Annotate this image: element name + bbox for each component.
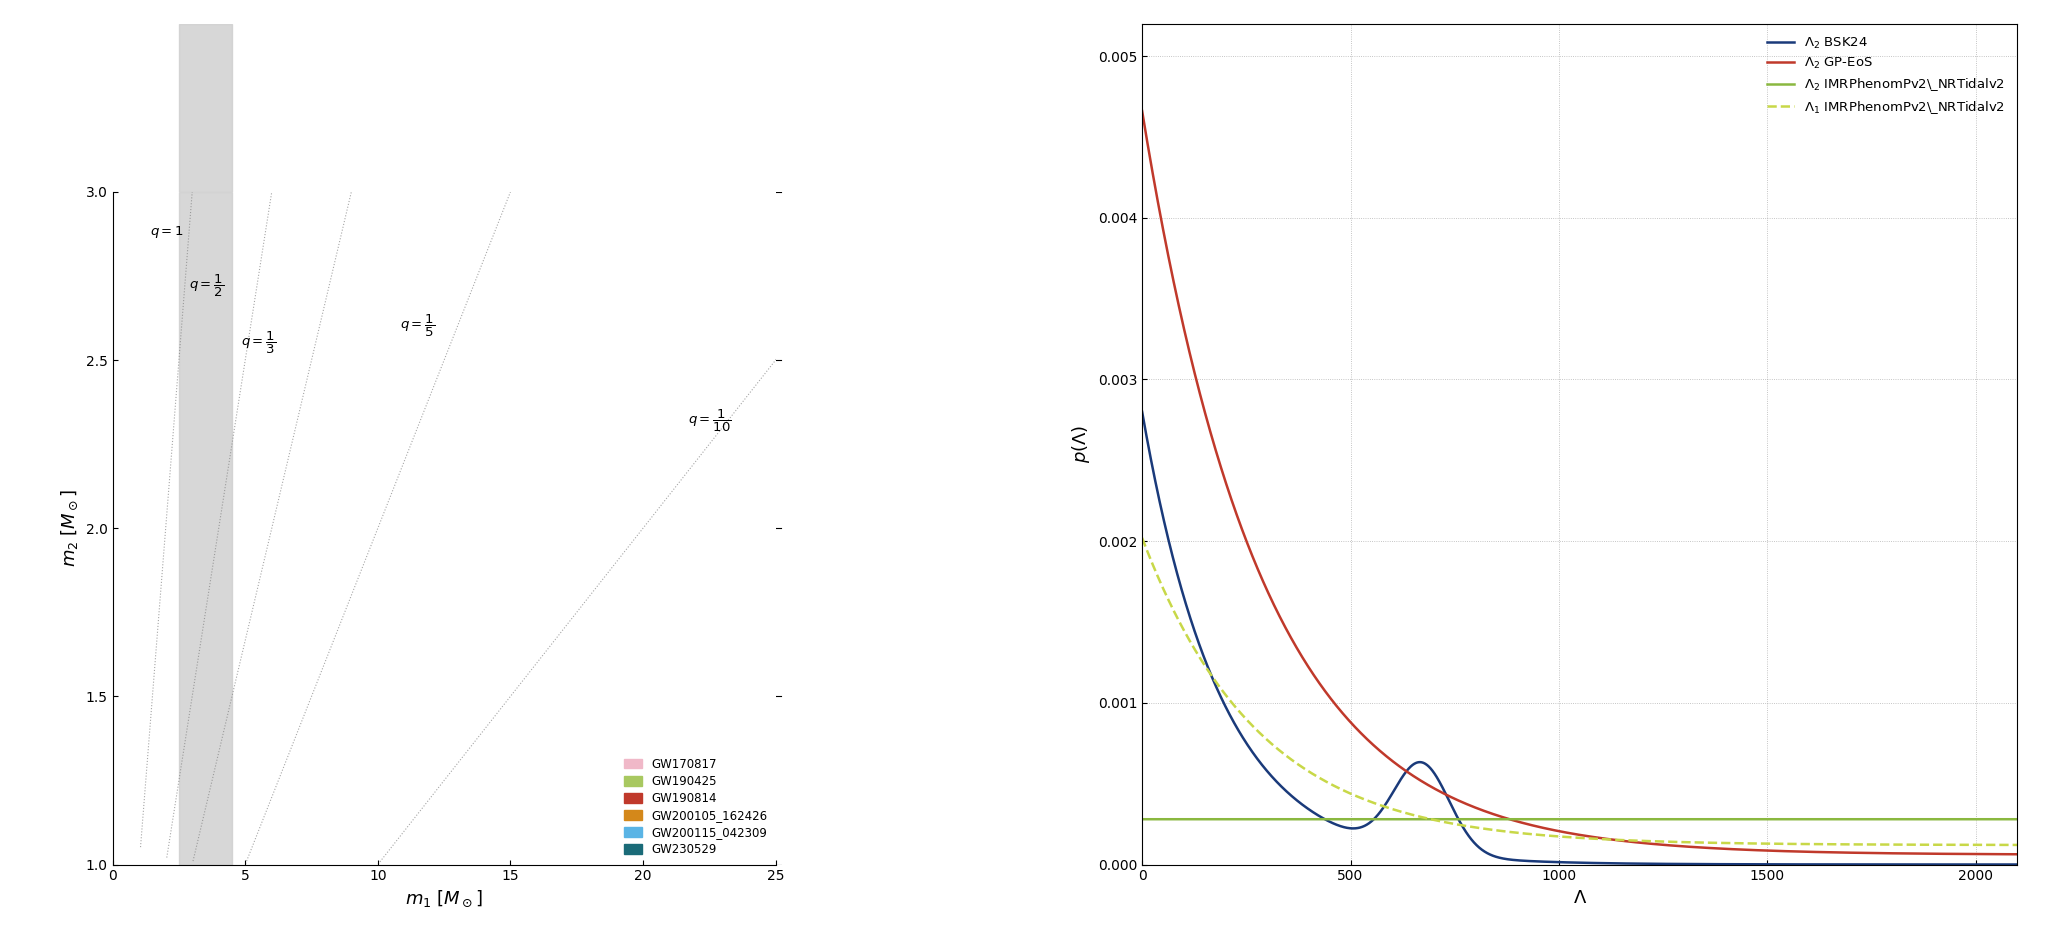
Text: $q = 1$: $q = 1$ bbox=[150, 224, 184, 240]
$\Lambda_2$ GP-EoS bbox=[1174, 335, 1198, 347]
$\Lambda_2$ BSK24 bbox=[1532, 856, 1556, 867]
$\Lambda_1$ IMRPhenomPv2\_NRTidalv2 bbox=[1174, 630, 1198, 641]
Text: $q = \dfrac{1}{10}$: $q = \dfrac{1}{10}$ bbox=[688, 408, 731, 433]
Y-axis label: $p(\Lambda)$: $p(\Lambda)$ bbox=[1071, 425, 1092, 464]
$\Lambda_1$ IMRPhenomPv2\_NRTidalv2 bbox=[1130, 532, 1155, 543]
$\Lambda_2$ GP-EoS bbox=[2005, 848, 2030, 860]
Text: $q = \dfrac{1}{5}$: $q = \dfrac{1}{5}$ bbox=[399, 314, 434, 339]
$\Lambda_2$ IMRPhenomPv2\_NRTidalv2 bbox=[1130, 813, 1155, 825]
Legend: $\Lambda_2$ BSK24, $\Lambda_2$ GP-EoS, $\Lambda_2$ IMRPhenomPv2\_NRTidalv2, $\La: $\Lambda_2$ BSK24, $\Lambda_2$ GP-EoS, $… bbox=[1761, 30, 2011, 121]
$\Lambda_1$ IMRPhenomPv2\_NRTidalv2 bbox=[1980, 839, 2005, 850]
$\Lambda_1$ IMRPhenomPv2\_NRTidalv2 bbox=[2005, 839, 2030, 850]
$\Lambda_1$ IMRPhenomPv2\_NRTidalv2 bbox=[1978, 839, 2003, 850]
Line: $\Lambda_1$ IMRPhenomPv2\_NRTidalv2: $\Lambda_1$ IMRPhenomPv2\_NRTidalv2 bbox=[1143, 538, 2017, 845]
$\Lambda_2$ GP-EoS bbox=[1819, 846, 1843, 858]
$\Lambda_2$ BSK24 bbox=[1130, 406, 1155, 417]
Bar bbox=[178, 24, 231, 192]
$\Lambda_2$ IMRPhenomPv2\_NRTidalv2 bbox=[2005, 813, 2030, 825]
$\Lambda_2$ GP-EoS bbox=[1980, 848, 2005, 860]
Line: $\Lambda_2$ GP-EoS: $\Lambda_2$ GP-EoS bbox=[1143, 111, 2017, 854]
$\Lambda_2$ GP-EoS bbox=[1532, 823, 1556, 834]
$\Lambda_2$ BSK24 bbox=[2005, 859, 2030, 870]
$\Lambda_2$ GP-EoS bbox=[1978, 848, 2003, 860]
$\Lambda_1$ IMRPhenomPv2\_NRTidalv2 bbox=[1819, 839, 1843, 850]
Text: $q = \dfrac{1}{3}$: $q = \dfrac{1}{3}$ bbox=[242, 331, 276, 356]
Legend: GW170817, GW190425, GW190814, GW200105_162426, GW200115_042309, GW230529: GW170817, GW190425, GW190814, GW200105_1… bbox=[623, 755, 770, 859]
Bar bbox=[178, 192, 231, 864]
$\Lambda_2$ GP-EoS bbox=[1130, 105, 1155, 117]
$\Lambda_2$ BSK24 bbox=[1819, 859, 1843, 870]
X-axis label: $m_1\ [M_\odot]$: $m_1\ [M_\odot]$ bbox=[406, 889, 483, 909]
$\Lambda_2$ IMRPhenomPv2\_NRTidalv2 bbox=[1532, 813, 1556, 825]
$\Lambda_2$ GP-EoS bbox=[1554, 827, 1579, 839]
$\Lambda_2$ IMRPhenomPv2\_NRTidalv2 bbox=[1819, 813, 1843, 825]
Y-axis label: $m_2\ [M_\odot]$: $m_2\ [M_\odot]$ bbox=[59, 489, 80, 567]
$\Lambda_2$ BSK24 bbox=[1174, 601, 1198, 613]
$\Lambda_2$ BSK24 bbox=[1554, 857, 1579, 868]
$\Lambda_2$ BSK24 bbox=[1980, 859, 2005, 870]
$\Lambda_1$ IMRPhenomPv2\_NRTidalv2 bbox=[1554, 831, 1579, 843]
$\Lambda_2$ BSK24 bbox=[1978, 859, 2003, 870]
$\Lambda_2$ IMRPhenomPv2\_NRTidalv2 bbox=[1174, 813, 1198, 825]
X-axis label: $\Lambda$: $\Lambda$ bbox=[1573, 889, 1587, 907]
$\Lambda_2$ IMRPhenomPv2\_NRTidalv2 bbox=[1980, 813, 2005, 825]
$\Lambda_2$ IMRPhenomPv2\_NRTidalv2 bbox=[1978, 813, 2003, 825]
Line: $\Lambda_2$ BSK24: $\Lambda_2$ BSK24 bbox=[1143, 411, 2017, 864]
$\Lambda_2$ IMRPhenomPv2\_NRTidalv2 bbox=[1554, 813, 1579, 825]
Text: $q = \dfrac{1}{2}$: $q = \dfrac{1}{2}$ bbox=[188, 273, 225, 299]
$\Lambda_1$ IMRPhenomPv2\_NRTidalv2 bbox=[1532, 829, 1556, 841]
